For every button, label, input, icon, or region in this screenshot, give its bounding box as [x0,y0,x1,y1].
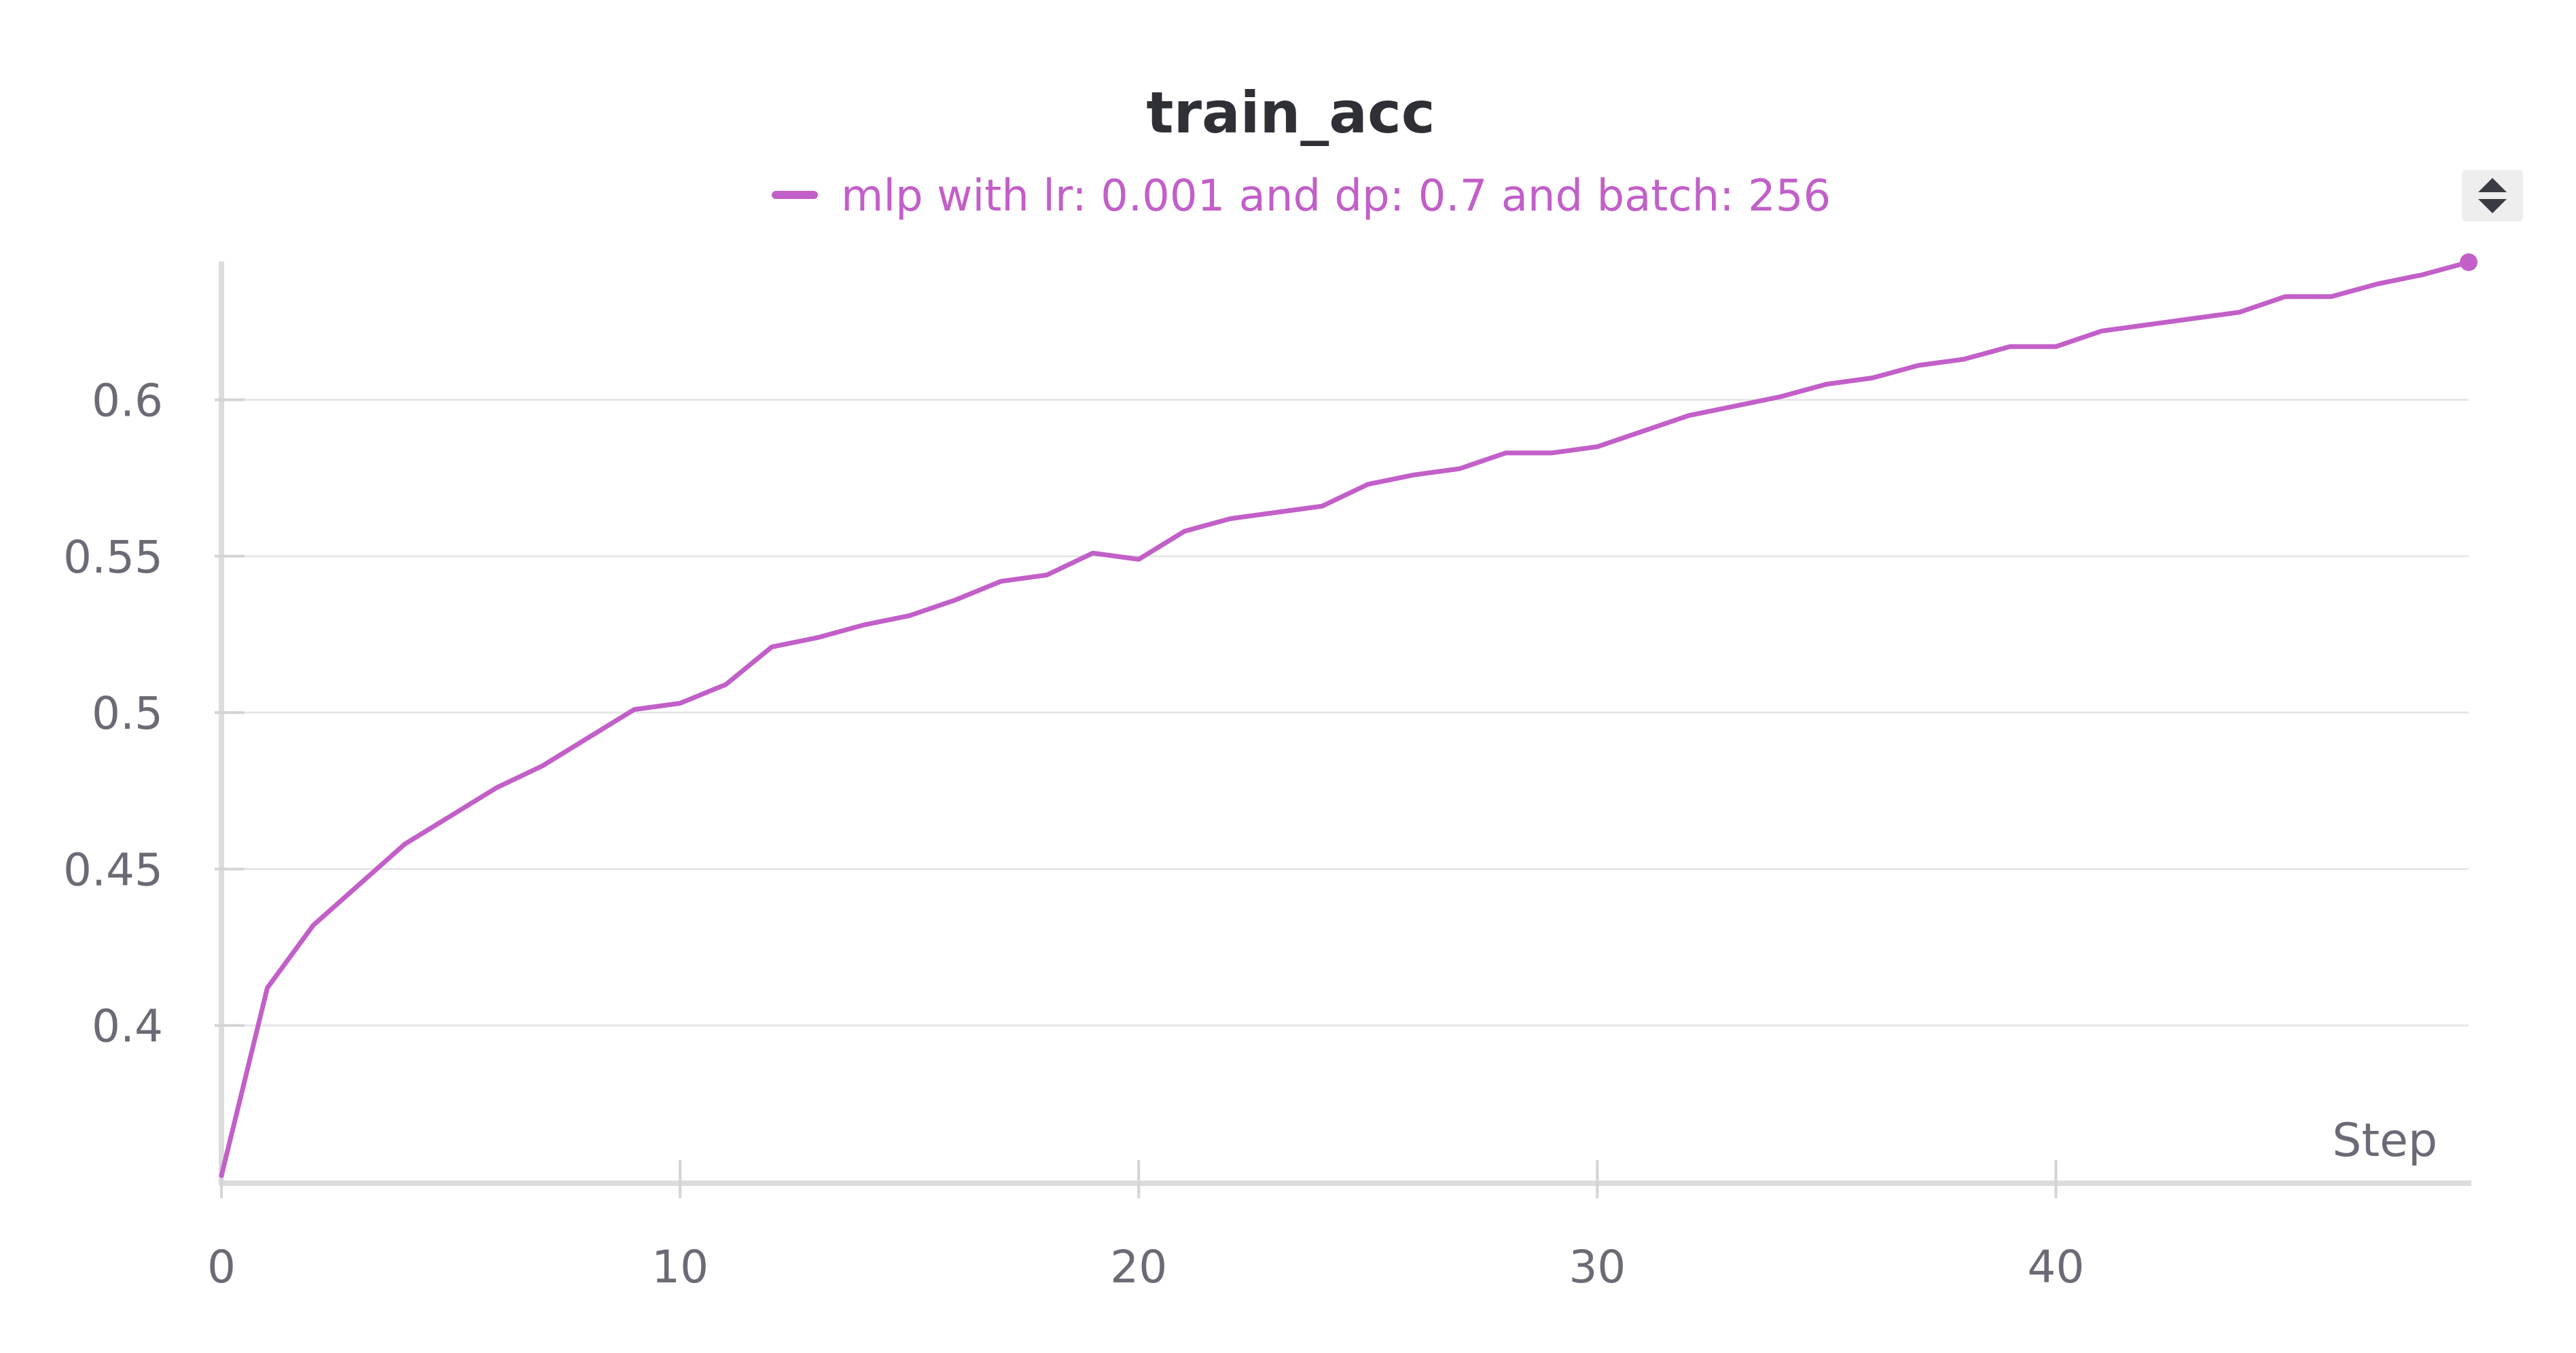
x-tick-label: 10 [651,1241,709,1293]
x-tick-label: 30 [1569,1241,1626,1293]
series-layer [219,253,2477,1178]
legend[interactable]: mlp with lr: 0.001 and dp: 0.7 and batch… [772,171,1831,221]
y-tick-label: 0.5 [92,687,163,740]
axes [219,261,2471,1186]
x-tick-label: 20 [1110,1241,1167,1293]
y-tick-label: 0.6 [92,375,163,427]
y-tick-label: 0.4 [92,1000,163,1053]
chart-title: train_acc [1146,79,1435,146]
sort-updown-icon[interactable] [2462,170,2523,221]
grid [221,399,2469,1027]
y-tick-label: 0.55 [63,531,163,583]
series-line [219,259,2471,1178]
x-tick-label: 0 [207,1241,236,1293]
y-axis-ticks: 0.4 0.45 0.5 0.55 0.6 [63,375,245,1053]
x-axis-ticks: 0 10 20 30 40 [207,1160,2084,1293]
series-end-marker [2460,253,2477,271]
x-axis-label: Step [2332,1114,2437,1168]
y-tick-label: 0.45 [63,844,163,896]
legend-label[interactable]: mlp with lr: 0.001 and dp: 0.7 and batch… [841,171,1831,221]
x-tick-label: 40 [2027,1241,2084,1293]
